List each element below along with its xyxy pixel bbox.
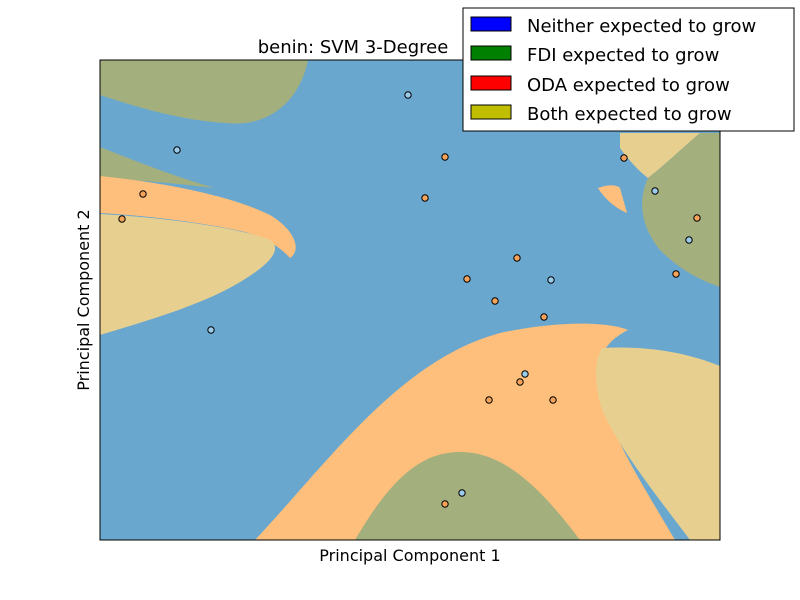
x-axis-label: Principal Component 1 bbox=[319, 546, 500, 565]
legend-swatch-fdi bbox=[470, 45, 512, 61]
region-fdi-bottom bbox=[355, 452, 580, 540]
legend-label-both: Both expected to grow bbox=[527, 104, 732, 125]
region-fdi-right bbox=[642, 133, 720, 287]
data-point-oda-10 bbox=[513, 254, 521, 262]
chart-title: benin: SVM 3-Degree bbox=[258, 37, 449, 58]
region-oda-left-tongue bbox=[100, 176, 296, 258]
plot-frame bbox=[99, 59, 721, 541]
legend-swatch-both bbox=[470, 104, 512, 120]
data-point-neither-21 bbox=[458, 489, 466, 497]
legend-label-neither: Neither expected to grow bbox=[527, 16, 756, 37]
data-point-oda-11 bbox=[463, 275, 471, 283]
data-point-oda-7 bbox=[118, 215, 126, 223]
data-point-neither-6 bbox=[651, 187, 659, 195]
decision-regions bbox=[100, 60, 720, 540]
data-point-oda-8 bbox=[693, 214, 701, 222]
legend-box bbox=[462, 7, 795, 132]
region-both-top-right bbox=[620, 133, 700, 178]
data-point-oda-4 bbox=[139, 190, 147, 198]
region-both-bottom-right bbox=[596, 347, 720, 540]
data-point-oda-22 bbox=[441, 500, 449, 508]
region-fdi-top-left bbox=[100, 60, 308, 124]
data-point-oda-15 bbox=[540, 313, 548, 321]
data-point-oda-18 bbox=[516, 378, 524, 386]
region-oda-bottom bbox=[255, 323, 675, 540]
data-point-neither-17 bbox=[521, 370, 529, 378]
data-point-oda-14 bbox=[491, 297, 499, 305]
region-oda-small-island bbox=[598, 185, 627, 213]
data-point-oda-20 bbox=[549, 396, 557, 404]
data-point-neither-0 bbox=[404, 91, 412, 99]
legend-label-fdi: FDI expected to grow bbox=[527, 45, 719, 66]
data-point-neither-16 bbox=[207, 326, 215, 334]
legend-swatch-oda bbox=[470, 75, 512, 91]
data-point-neither-1 bbox=[173, 146, 181, 154]
data-points bbox=[118, 91, 701, 508]
region-both-left bbox=[100, 214, 276, 335]
data-point-oda-2 bbox=[441, 153, 449, 161]
legend-swatch-neither bbox=[470, 16, 512, 32]
data-point-oda-19 bbox=[485, 396, 493, 404]
legend-label-oda: ODA expected to grow bbox=[527, 75, 730, 96]
data-point-oda-13 bbox=[672, 270, 680, 278]
data-point-oda-3 bbox=[620, 154, 628, 162]
data-point-neither-9 bbox=[685, 236, 693, 244]
data-point-neither-12 bbox=[547, 276, 555, 284]
data-point-oda-5 bbox=[421, 194, 429, 202]
y-axis-label: Principal Component 2 bbox=[74, 209, 93, 390]
region-fdi-left-strip bbox=[100, 147, 215, 188]
legend: Neither expected to grow FDI expected to… bbox=[462, 7, 795, 132]
